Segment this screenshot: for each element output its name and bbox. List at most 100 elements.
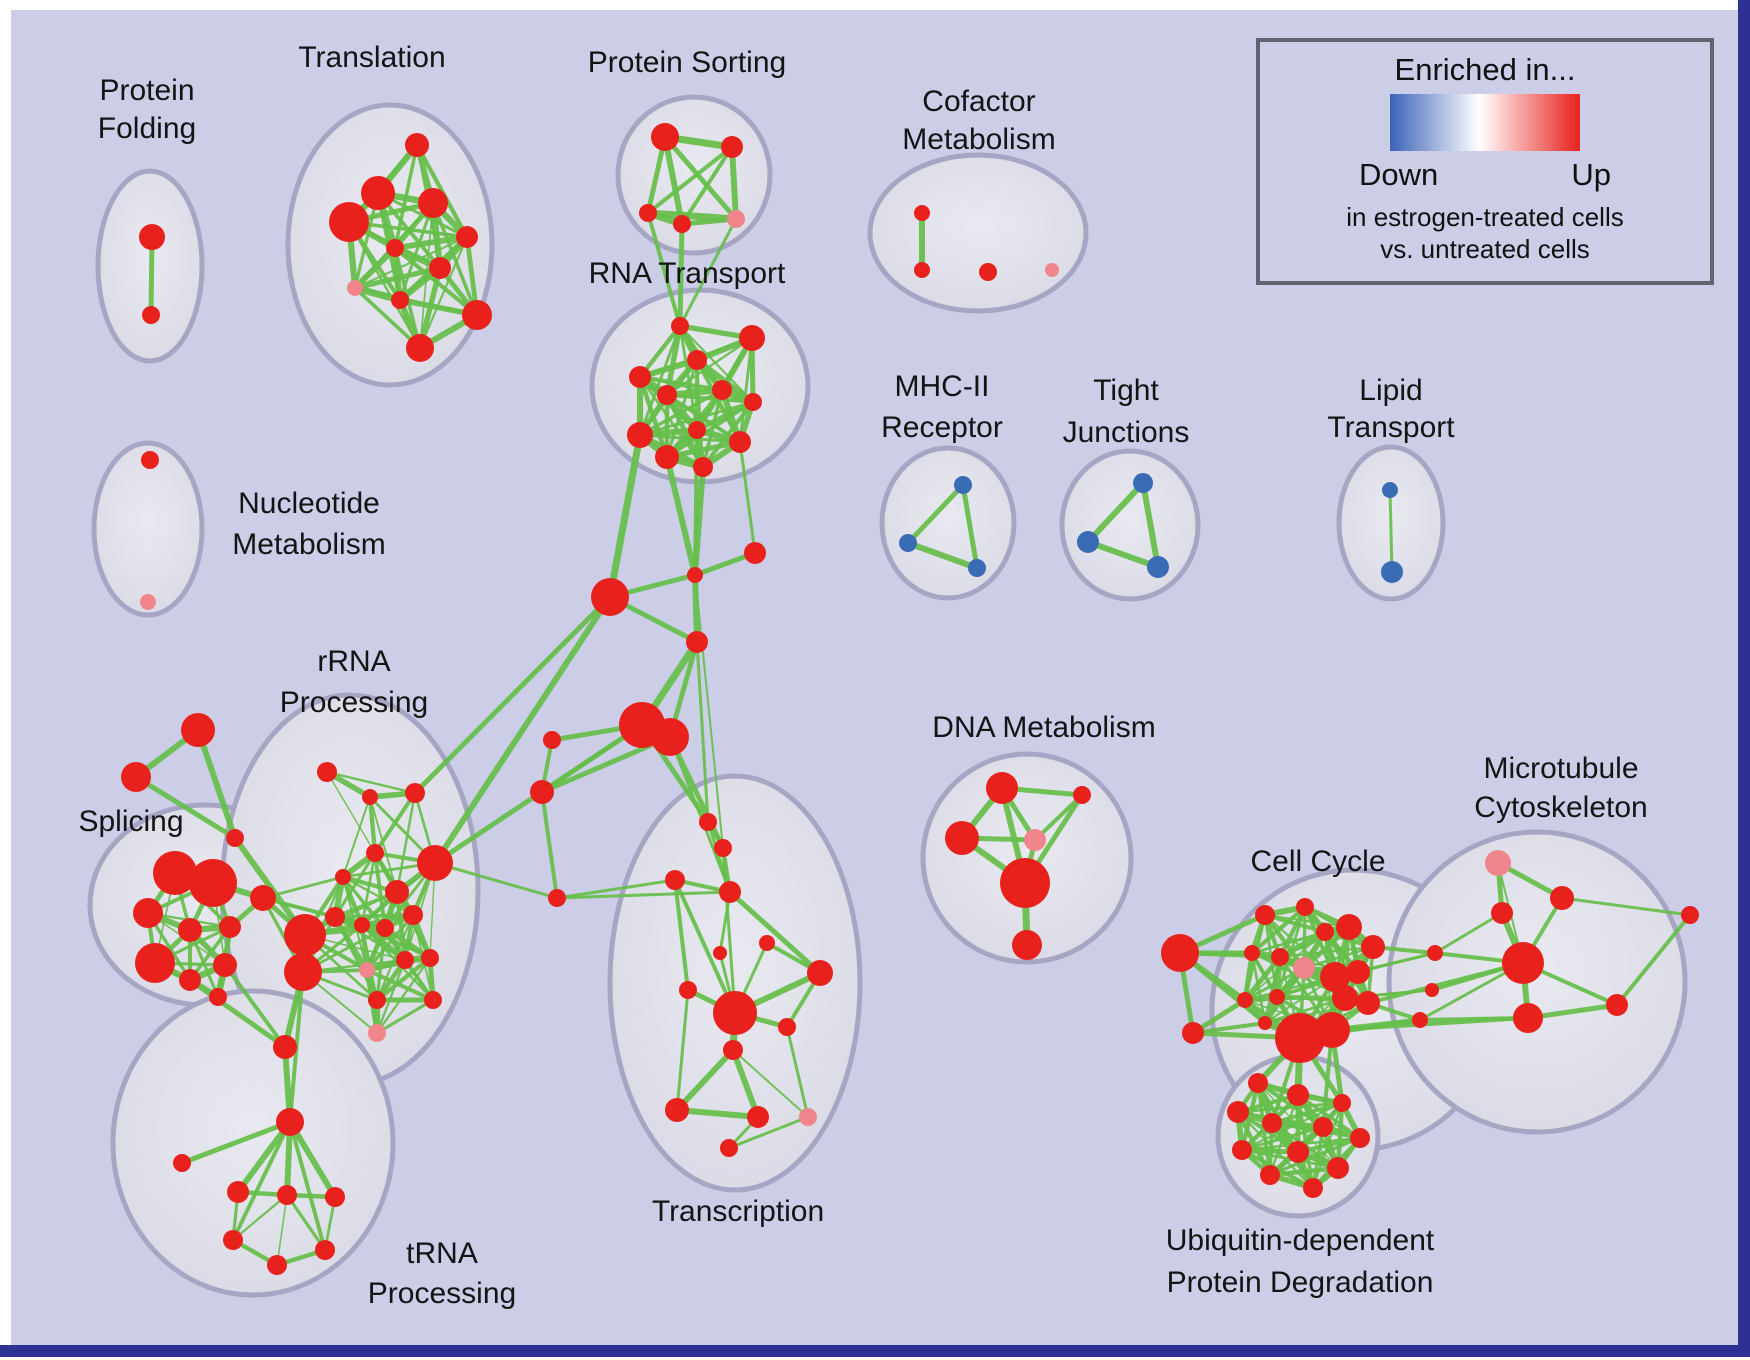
edge-tight_junctions xyxy=(1085,480,1146,545)
edge-rrna_processing xyxy=(360,851,377,927)
node-rrna_processing-17 xyxy=(284,953,322,991)
cluster-label-protein_folding: Protein xyxy=(99,74,194,107)
edge-rrna_processing xyxy=(333,851,377,919)
legend-up-label: Up xyxy=(1571,157,1611,192)
edge-transcription xyxy=(673,878,690,992)
node-translation-0 xyxy=(405,133,429,157)
edge-mhc_ii_receptor xyxy=(905,540,980,571)
node-splicing-2 xyxy=(226,829,244,847)
edge-rrna_processing xyxy=(374,955,433,1003)
node-transcription-6 xyxy=(679,981,697,999)
node-microtubule-6 xyxy=(1681,906,1699,924)
node-dna_metabolism-4 xyxy=(1000,858,1050,908)
node-transcription-10 xyxy=(723,1040,743,1060)
cluster-ellipse-dna_metabolism xyxy=(920,751,1134,965)
node-transcription-5 xyxy=(713,946,727,960)
edge-transcription xyxy=(727,889,823,976)
edge-translation xyxy=(431,201,479,317)
cluster-label-nucleotide_metabolism: Nucleotide xyxy=(238,487,380,520)
node-ubiquitin-0 xyxy=(1248,1073,1268,1093)
edge-trna_processing xyxy=(231,1193,289,1242)
edge-rrna_processing xyxy=(367,794,378,856)
edge-tight_junctions xyxy=(1085,539,1161,570)
edge-protein_sorting xyxy=(679,216,739,227)
edge-transcription xyxy=(785,1025,810,1119)
edge-inter xyxy=(223,963,287,1049)
node-rna_transport-5 xyxy=(712,380,732,400)
cluster-label-lipid_transport: Transport xyxy=(1327,411,1455,444)
cluster-ellipse-trna_processing xyxy=(110,988,396,1298)
node-translation-2 xyxy=(418,188,448,218)
node-rna_transport-3 xyxy=(629,366,651,388)
node-translation-7 xyxy=(347,280,363,296)
edge-protein_folding xyxy=(148,234,155,318)
node-cell_cycle-15 xyxy=(1356,991,1380,1015)
edge-inter xyxy=(738,440,757,555)
node-splicing-7 xyxy=(219,916,241,938)
node-rrna_processing-16 xyxy=(424,991,442,1009)
node-cofactor_metabolism-1 xyxy=(914,262,930,278)
cluster-label-tight_junctions: Tight xyxy=(1093,374,1159,407)
cluster-label-ubiquitin: Ubiquitin-dependent xyxy=(1166,1224,1435,1257)
node-trna_processing-8 xyxy=(315,1240,335,1260)
node-cofactor_metabolism-2 xyxy=(979,263,997,281)
node-ubiquitin-6 xyxy=(1350,1128,1370,1148)
cluster-label-mhc_ii_receptor: MHC-II xyxy=(895,370,990,403)
node-rrna_processing-7 xyxy=(403,905,423,925)
node-protein_sorting-1 xyxy=(721,136,743,158)
edge-protein_sorting xyxy=(662,134,739,222)
node-cell_cycle-3 xyxy=(1296,898,1314,916)
cluster-label-nucleotide_metabolism: Metabolism xyxy=(232,528,385,561)
edge-inter xyxy=(694,574,724,849)
edge-rna_transport xyxy=(638,400,755,437)
edge-inter xyxy=(433,861,559,900)
edge-rna_transport xyxy=(638,388,724,437)
node-cell_cycle-11 xyxy=(1346,960,1370,984)
node-connectors-1 xyxy=(744,542,766,564)
edge-inter xyxy=(412,594,613,796)
edge-rrna_processing xyxy=(326,771,376,854)
node-transcription-9 xyxy=(778,1018,796,1036)
edge-translation xyxy=(352,265,443,291)
node-connectors-0 xyxy=(687,567,703,583)
node-cell_cycle-2 xyxy=(1255,905,1275,925)
node-trna_processing-6 xyxy=(223,1230,243,1250)
node-cell_cycle-4 xyxy=(1316,923,1334,941)
node-ubiquitin-3 xyxy=(1227,1101,1249,1123)
edge-inter xyxy=(695,640,710,824)
edge-connectors xyxy=(540,790,559,900)
node-rna_transport-1 xyxy=(739,325,765,351)
edge-trna_processing xyxy=(179,1119,293,1166)
edge-microtubule xyxy=(1560,896,1692,917)
edge-cell_cycle xyxy=(1249,904,1308,956)
node-trna_processing-0 xyxy=(273,1035,297,1059)
edge-protein_sorting xyxy=(680,145,734,226)
node-cell_cycle-18 xyxy=(1314,1012,1350,1048)
node-rna_transport-10 xyxy=(655,445,679,469)
node-dna_metabolism-1 xyxy=(1073,786,1091,804)
node-protein_sorting-2 xyxy=(639,204,657,222)
node-rna_transport-4 xyxy=(657,385,677,405)
cluster-label-translation: Translation xyxy=(298,41,445,74)
node-rrna_processing-4 xyxy=(335,869,351,885)
cluster-label-microtubule: Microtubule xyxy=(1483,752,1638,785)
node-rrna_processing-8 xyxy=(325,907,345,927)
node-transcription-12 xyxy=(747,1106,769,1128)
edge-transcription xyxy=(674,1047,736,1113)
legend-box: Enriched in... Down Up in estrogen-treat… xyxy=(1256,38,1714,285)
cluster-label-trna_processing: tRNA xyxy=(406,1237,478,1270)
cluster-ellipse-cofactor_metabolism xyxy=(867,152,1089,314)
cluster-label-rna_transport: RNA Transport xyxy=(589,257,786,290)
figure-frame-right xyxy=(1738,0,1750,1357)
node-connectors-5 xyxy=(651,718,689,756)
node-transcription-0 xyxy=(699,813,717,831)
edge-protein_sorting xyxy=(729,144,739,222)
node-translation-3 xyxy=(329,202,369,242)
node-translation-4 xyxy=(456,226,478,248)
node-transcription-1 xyxy=(714,839,732,857)
edge-rrna_processing xyxy=(375,956,432,1035)
cluster-label-splicing: Splicing xyxy=(78,805,183,838)
node-ubiquitin-4 xyxy=(1262,1113,1282,1133)
node-protein_folding-0 xyxy=(139,224,165,250)
